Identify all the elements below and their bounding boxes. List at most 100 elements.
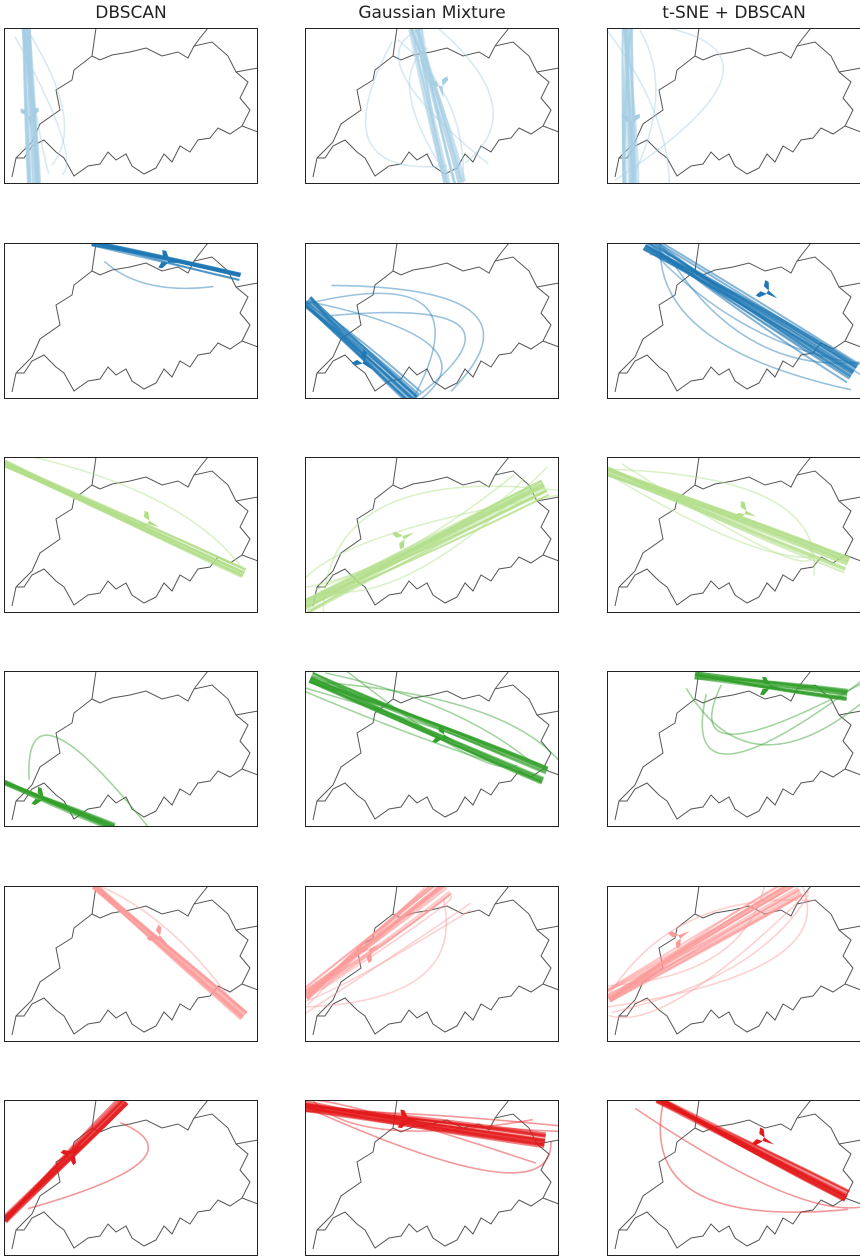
airplane-icon (357, 943, 379, 964)
flight-trajectory (305, 482, 544, 603)
airplane-icon (397, 1109, 419, 1129)
flight-trajectory (630, 28, 636, 184)
airplane-icon (429, 76, 449, 98)
flight-trajectory-outlier (305, 690, 508, 769)
flight-trajectory-outlier (607, 29, 671, 184)
flight-trajectory-outlier (621, 463, 813, 562)
map-panel-gaussian-mixture-cluster-6 (305, 1100, 559, 1256)
airplane-icon (146, 924, 168, 945)
flight-trajectory-outlier (628, 29, 657, 184)
country-border (614, 1100, 860, 1250)
flight-trajectory-outlier (635, 1107, 860, 1209)
flight-trajectory-outlier (322, 485, 559, 612)
trajectory-map (4, 457, 258, 613)
flight-trajectory (305, 1109, 545, 1145)
panel-frame (4, 671, 258, 827)
airplane-icon (137, 510, 160, 529)
country-border (312, 28, 559, 178)
flight-trajectory-outlier (312, 680, 559, 761)
flight-trajectory-outlier (685, 687, 860, 746)
flight-trajectory (306, 300, 418, 399)
flight-trajectory-outlier (23, 44, 50, 175)
airplane-icon (734, 500, 757, 520)
map-panel-dbscan-cluster-4 (4, 671, 258, 827)
flight-trajectory (643, 247, 854, 374)
flight-trajectory (607, 474, 849, 564)
country-border (614, 28, 860, 178)
flight-trajectory (607, 466, 846, 571)
flight-trajectory (4, 459, 245, 574)
flight-trajectory (4, 462, 244, 577)
country-border (11, 886, 258, 1036)
map-panel-gaussian-mixture-cluster-2 (305, 243, 559, 399)
column-title-tsne-dbscan: t-SNE + DBSCAN (662, 3, 806, 23)
flight-trajectory-outlier (305, 292, 436, 399)
panel-frame (305, 457, 559, 613)
flight-trajectory-outlier (408, 47, 443, 170)
flight-trajectory-outlier (611, 894, 810, 1014)
flight-trajectory-outlier (345, 671, 518, 768)
map-panel-tsne-dbscan-cluster-4 (607, 671, 860, 827)
trajectory-map (305, 457, 559, 613)
column-title-dbscan: DBSCAN (95, 3, 167, 23)
airplane-icon (621, 113, 640, 134)
flight-trajectory (4, 1102, 129, 1223)
country-border (312, 457, 559, 607)
country-border (614, 243, 860, 393)
flight-trajectory-outlier (608, 890, 810, 1019)
map-panel-dbscan-cluster-6 (4, 1100, 258, 1256)
panel-frame (305, 671, 559, 827)
flight-trajectory (416, 28, 447, 184)
airplane-icon (667, 930, 690, 949)
country-border (11, 28, 258, 178)
airplane-icon (20, 107, 39, 128)
flight-trajectory (305, 887, 448, 993)
panel-frame (607, 28, 860, 184)
airplane-icon (392, 531, 414, 550)
trajectory-map (4, 28, 258, 184)
flight-trajectory-outlier (305, 474, 515, 589)
country-border (614, 457, 860, 607)
flight-trajectory (305, 886, 442, 997)
flight-trajectory (657, 1100, 847, 1199)
flight-trajectory-outlier (320, 466, 548, 594)
flight-trajectory (607, 886, 782, 992)
panel-frame (607, 457, 860, 613)
flight-trajectory (644, 245, 859, 367)
flight-trajectory-outlier (305, 1110, 559, 1127)
flight-trajectory-outlier (305, 902, 472, 1015)
flight-trajectory-outlier (607, 886, 766, 987)
panel-frame (4, 886, 258, 1042)
panel-frame (4, 1100, 258, 1256)
map-panel-tsne-dbscan-cluster-3 (607, 457, 860, 613)
map-panel-gaussian-mixture-cluster-1 (305, 28, 559, 184)
flight-trajectory (694, 673, 848, 697)
map-panel-tsne-dbscan-cluster-1 (607, 28, 860, 184)
country-border (312, 1100, 559, 1250)
flight-trajectory (4, 1100, 124, 1218)
flight-trajectory-outlier (103, 260, 214, 290)
flight-trajectory-outlier (14, 36, 68, 176)
flight-trajectory-outlier (305, 494, 559, 580)
flight-trajectory-outlier (659, 243, 852, 391)
flight-trajectory-outlier (607, 886, 809, 1008)
trajectory-map (607, 28, 860, 184)
map-panel-dbscan-cluster-3 (4, 457, 258, 613)
trajectory-map (305, 671, 559, 827)
trajectory-map (4, 886, 258, 1042)
flight-trajectory-outlier (28, 734, 149, 827)
flight-trajectory-outlier (331, 311, 467, 399)
flight-trajectory (23, 28, 39, 184)
map-panel-tsne-dbscan-cluster-2 (607, 243, 860, 399)
country-border (614, 886, 860, 1036)
flight-trajectory-outlier (305, 687, 506, 757)
map-panel-tsne-dbscan-cluster-6 (607, 1100, 860, 1256)
flight-trajectory (91, 243, 241, 275)
country-border (312, 243, 559, 393)
map-panel-gaussian-mixture-cluster-4 (305, 671, 559, 827)
flight-trajectory-outlier (27, 1121, 150, 1210)
flight-trajectory-outlier (305, 909, 471, 1003)
trajectory-map (607, 457, 860, 613)
flight-trajectory-outlier (649, 253, 860, 376)
flight-trajectory-outlier (397, 39, 465, 184)
